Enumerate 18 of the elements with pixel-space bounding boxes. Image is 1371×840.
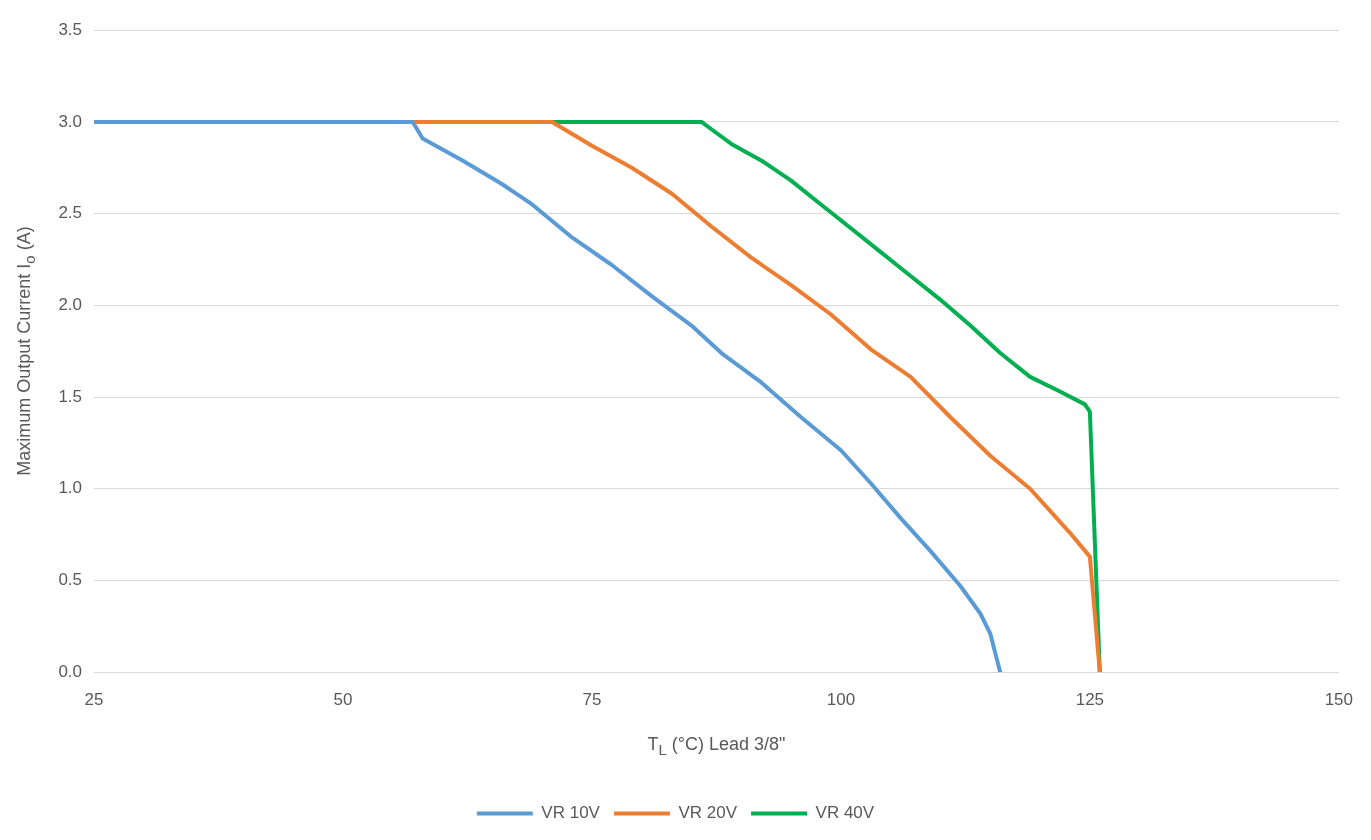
x-tick-label: 25 <box>84 690 104 710</box>
x-tick-label: 75 <box>582 690 602 710</box>
y-tick-label: 3.0 <box>58 111 83 131</box>
y-tick-label: 1.5 <box>58 386 83 406</box>
y-tick-label: 2.5 <box>58 203 83 223</box>
x-tick-label: 100 <box>826 690 856 710</box>
y-tick-label: 0.5 <box>58 570 83 590</box>
y-tick-label: 2.0 <box>58 295 83 315</box>
x-tick-label: 50 <box>333 690 353 710</box>
y-tick-label: 1.0 <box>58 478 83 498</box>
legend-label: VR 20V <box>678 803 738 823</box>
x-tick-label: 125 <box>1075 690 1105 710</box>
x-axis-title: T$_{L}$ (°C) Lead 3/8" <box>647 734 786 758</box>
y-tick-label: 3.5 <box>58 19 83 39</box>
y-tick-label: 0.0 <box>58 661 83 681</box>
x-tick-label: 150 <box>1324 690 1354 710</box>
legend-label: VR 40V <box>815 803 875 823</box>
legend-label: VR 10V <box>541 803 601 823</box>
